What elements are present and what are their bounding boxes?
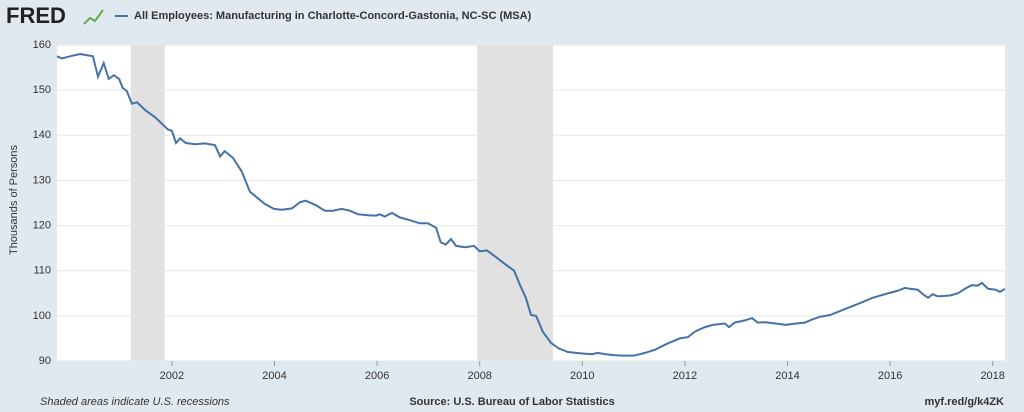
x-tick-label: 2004 — [262, 370, 286, 382]
y-tick-label: 150 — [33, 84, 51, 96]
logo-icon — [83, 9, 104, 25]
y-tick-label: 90 — [39, 355, 51, 367]
x-tick-label: 2006 — [365, 370, 389, 382]
legend-label: All Employees: Manufacturing in Charlott… — [134, 10, 532, 22]
footer-source: Source: U.S. Bureau of Labor Statistics — [409, 396, 614, 408]
recession-band — [130, 45, 165, 361]
x-tick-label: 2016 — [878, 370, 902, 382]
x-tick-label: 2014 — [775, 370, 799, 382]
footer-link: myf.red/g/k4ZK — [925, 396, 1005, 408]
logo: FRED — [6, 3, 66, 28]
footer-note: Shaded areas indicate U.S. recessions — [40, 396, 230, 408]
x-tick-label: 2008 — [467, 370, 491, 382]
x-tick-label: 2002 — [160, 370, 184, 382]
y-axis-label: Thousands of Persons — [8, 144, 20, 255]
y-tick-label: 110 — [33, 265, 51, 277]
y-tick-label: 120 — [33, 219, 51, 231]
y-tick-label: 160 — [33, 39, 51, 51]
x-tick-label: 2010 — [570, 370, 594, 382]
y-tick-label: 130 — [33, 174, 51, 186]
y-tick-label: 100 — [33, 310, 51, 322]
x-tick-label: 2012 — [673, 370, 697, 382]
x-tick-label: 2018 — [980, 370, 1004, 382]
recession-band — [477, 45, 554, 361]
series-line — [56, 52, 1006, 357]
y-tick-label: 140 — [33, 129, 51, 141]
